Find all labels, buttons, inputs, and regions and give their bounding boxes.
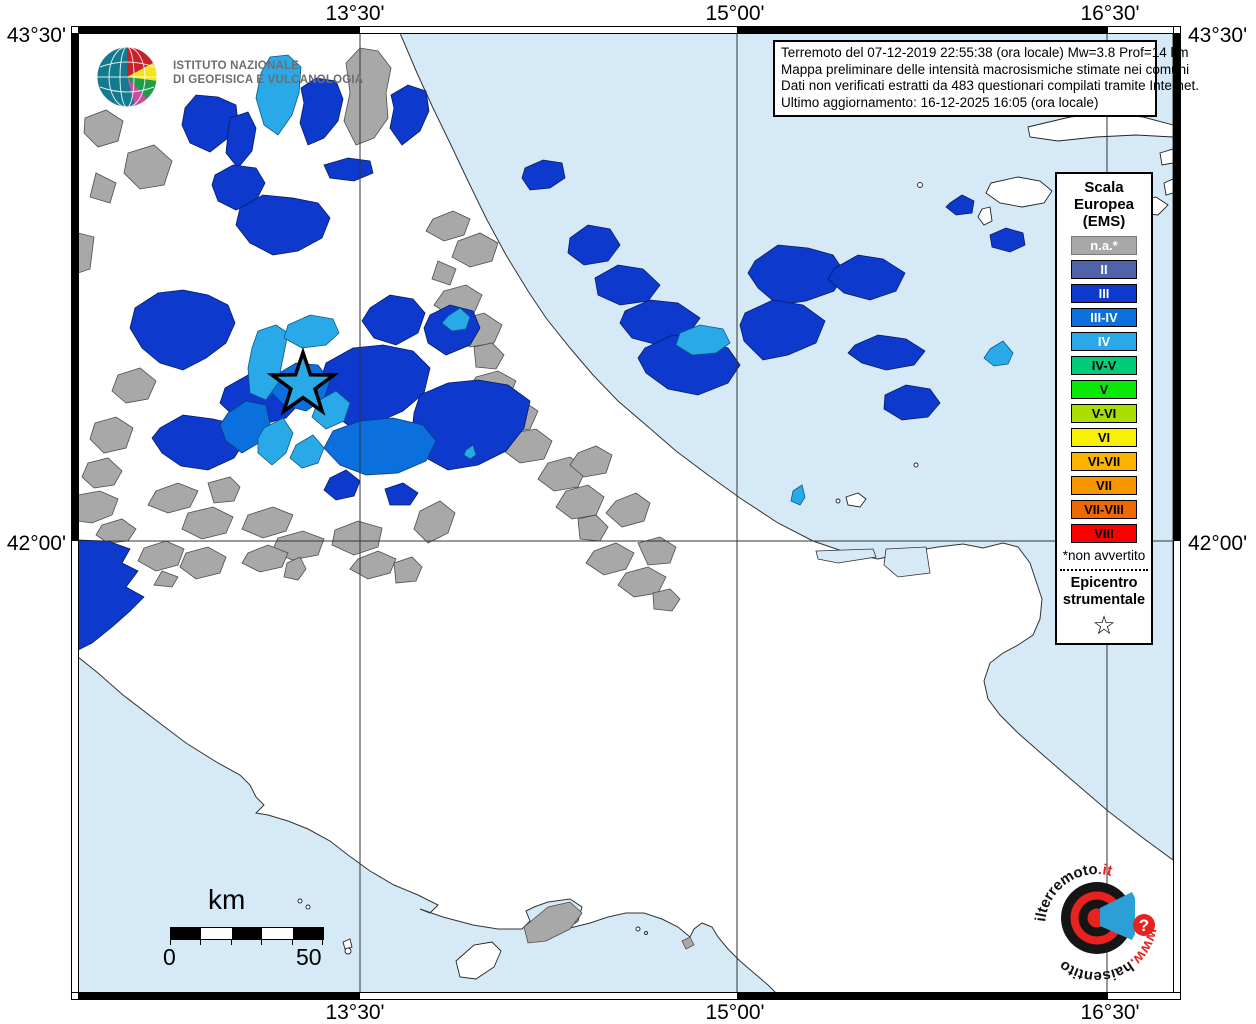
ingv-logo-line1: ISTITUTO NAZIONALE [173, 60, 300, 72]
scalebar-tick [261, 939, 262, 945]
municipalities-na [78, 47, 695, 950]
logo-arc-bottom-black: haisentito [1056, 957, 1136, 985]
coord-top-13-30: 13°30' [325, 2, 385, 25]
legend-item-vi-vii: VI-VII [1071, 452, 1137, 471]
map-svg [78, 33, 1173, 993]
scalebar-unit: km [208, 884, 246, 915]
scalebar-tick [292, 939, 293, 945]
epicenter-star-icon: ☆ [1092, 610, 1116, 640]
coord-bottom-15-00: 15°00' [705, 1001, 765, 1024]
megaphone-icon [1100, 892, 1135, 940]
legend-item-vii-viii: VII-VIII [1071, 500, 1137, 519]
scalebar-tick [322, 939, 323, 945]
info-line-updated: Ultimo aggiornamento: 16-12-2025 16:05 (… [781, 94, 1099, 110]
scalebar-tick [200, 939, 201, 945]
legend-item-vi: VI [1071, 428, 1137, 447]
epicenter-star [266, 346, 340, 416]
coord-right-42-00: 42°00' [1188, 532, 1248, 555]
haisentitoilterremoto-logo: ? ilterremoto.it www.haisentito [1027, 848, 1167, 988]
legend-item-ii: II [1071, 260, 1137, 279]
legend-title-line1: Scala [1084, 179, 1124, 196]
scalebar-tick [231, 939, 232, 945]
coord-top-15-00: 15°00' [705, 2, 765, 25]
earthquake-info-box: Terremoto del 07-12-2019 22:55:38 (ora l… [773, 40, 1199, 117]
legend-item-v-vi: V-VI [1071, 404, 1137, 423]
legend-item-iv: IV [1071, 332, 1137, 351]
coord-top-16-30: 16°30' [1080, 2, 1140, 25]
coord-left-42-00: 42°00' [6, 532, 66, 555]
lake-varano [883, 546, 931, 578]
legend-item-iii: III [1071, 284, 1137, 303]
legend-item-viii: VIII [1071, 524, 1137, 543]
scalebar-start: 0 [163, 944, 176, 970]
scalebar-end: 50 [296, 944, 322, 970]
haisentitoilterremoto-svg: ? ilterremoto.it www.haisentito [1032, 861, 1161, 985]
legend-title-line2: Europea [1073, 196, 1134, 213]
question-badge [1133, 914, 1155, 936]
info-line-map: Mappa preliminare delle intensità macros… [781, 61, 1190, 77]
legend-title-line3: (EMS) [1082, 213, 1126, 230]
scalebar-tick [170, 939, 171, 945]
info-line-data: Dati non verificati estratti da 483 ques… [781, 78, 1199, 93]
coord-right-43-30: 43°30' [1188, 24, 1248, 47]
legend-item-iv-v: IV-V [1071, 356, 1137, 375]
logo-arc-top-red: .it [1098, 861, 1114, 880]
scalebar [170, 927, 324, 940]
lake-lesina [815, 548, 877, 564]
legend-epicenter-line2: strumentale [1062, 592, 1146, 608]
municipalities-iii [78, 77, 1026, 651]
legend-item-v: V [1071, 380, 1137, 399]
ingv-logo: ISTITUTO NAZIONALE DI GEOFISICA E VULCAN… [95, 45, 363, 109]
legend-separator [1060, 569, 1148, 571]
municipalities-iv [247, 54, 1014, 506]
ingv-globe-icon [96, 46, 158, 108]
legend-item-iii-iv: III-IV [1071, 308, 1137, 327]
legend: Scala Europea (EMS) n.a.* II III III-IV … [1055, 172, 1153, 645]
coord-bottom-13-30: 13°30' [325, 1001, 385, 1024]
ingv-logo-line2: DI GEOFISICA E VULCANOLOGIA [173, 74, 364, 86]
legend-items: n.a.* II III III-IV IV IV-V V V-VI VI VI… [1057, 236, 1151, 543]
legend-epicenter-line1: Epicentro [1070, 575, 1138, 591]
coord-bottom-16-30: 16°30' [1080, 1001, 1140, 1024]
info-line-event: Terremoto del 07-12-2019 22:55:38 (ora l… [781, 45, 1189, 60]
map-canvas [78, 33, 1173, 993]
question-mark: ? [1139, 916, 1149, 935]
legend-item-vii: VII [1071, 476, 1137, 495]
coord-left-43-30: 43°30' [6, 24, 66, 47]
legend-item-na: n.a.* [1071, 236, 1137, 255]
legend-footnote: *non avvertito [1062, 548, 1146, 563]
